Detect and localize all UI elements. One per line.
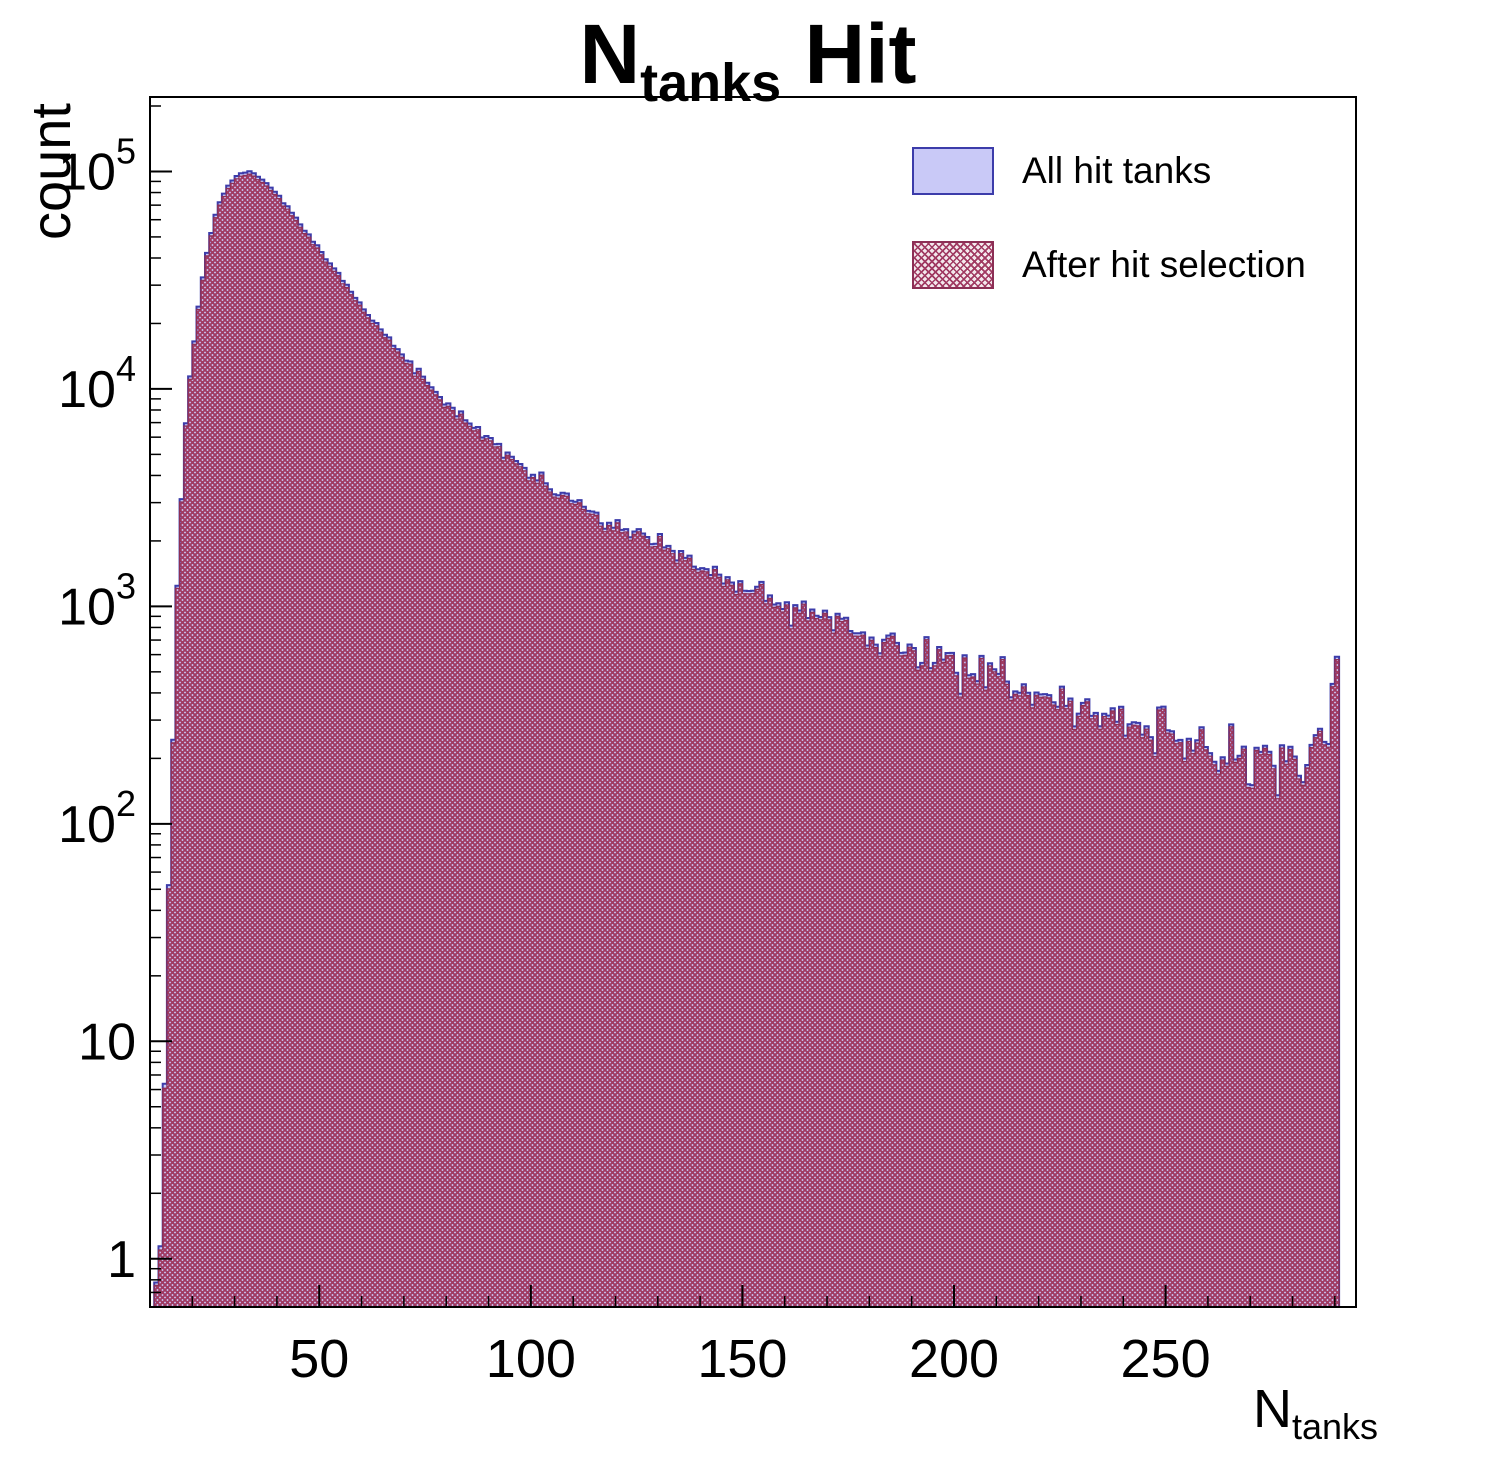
chart-title-prefix: N (579, 7, 641, 101)
plot-frame (149, 96, 1357, 1308)
legend-entry-selected: After hit selection (912, 240, 1306, 290)
histogram-after-selection (153, 173, 1340, 1307)
chart-title-suffix: Hit (781, 7, 917, 101)
legend-entry-all: All hit tanks (912, 146, 1306, 196)
x-axis-title-prefix: N (1252, 1379, 1292, 1439)
x-tick-label: 100 (486, 1329, 576, 1389)
x-axis-title-subscript: tanks (1291, 1406, 1378, 1447)
y-tick-label: 1 (107, 1231, 136, 1289)
x-tick-label: 50 (289, 1329, 349, 1389)
x-tick-label: 250 (1121, 1329, 1211, 1389)
axis-tick-labels: 50 100 150 200 250 1 10 102 103 104 105 (58, 130, 1211, 1389)
x-axis-title: Ntanks (1252, 1378, 1378, 1447)
legend-label-selected: After hit selection (1022, 244, 1306, 285)
x-tick-label: 150 (697, 1329, 787, 1389)
histograms (153, 170, 1341, 1307)
legend-label-all: All hit tanks (1022, 150, 1212, 191)
legend: All hit tanks After hit selection (912, 146, 1306, 334)
legend-swatch-selected (912, 241, 994, 289)
chart-title: Ntanks Hit (0, 4, 1496, 115)
y-tick-label: 103 (58, 565, 136, 636)
chart-title-subscript: tanks (640, 53, 782, 113)
x-tick-label: 200 (909, 1329, 999, 1389)
y-tick-label: 102 (58, 783, 136, 854)
y-tick-label: 10 (78, 1013, 136, 1071)
y-tick-label: 104 (58, 348, 136, 419)
axis-ticks (149, 105, 1336, 1308)
y-tick-label: 105 (58, 130, 136, 201)
legend-swatch-all (912, 147, 994, 195)
